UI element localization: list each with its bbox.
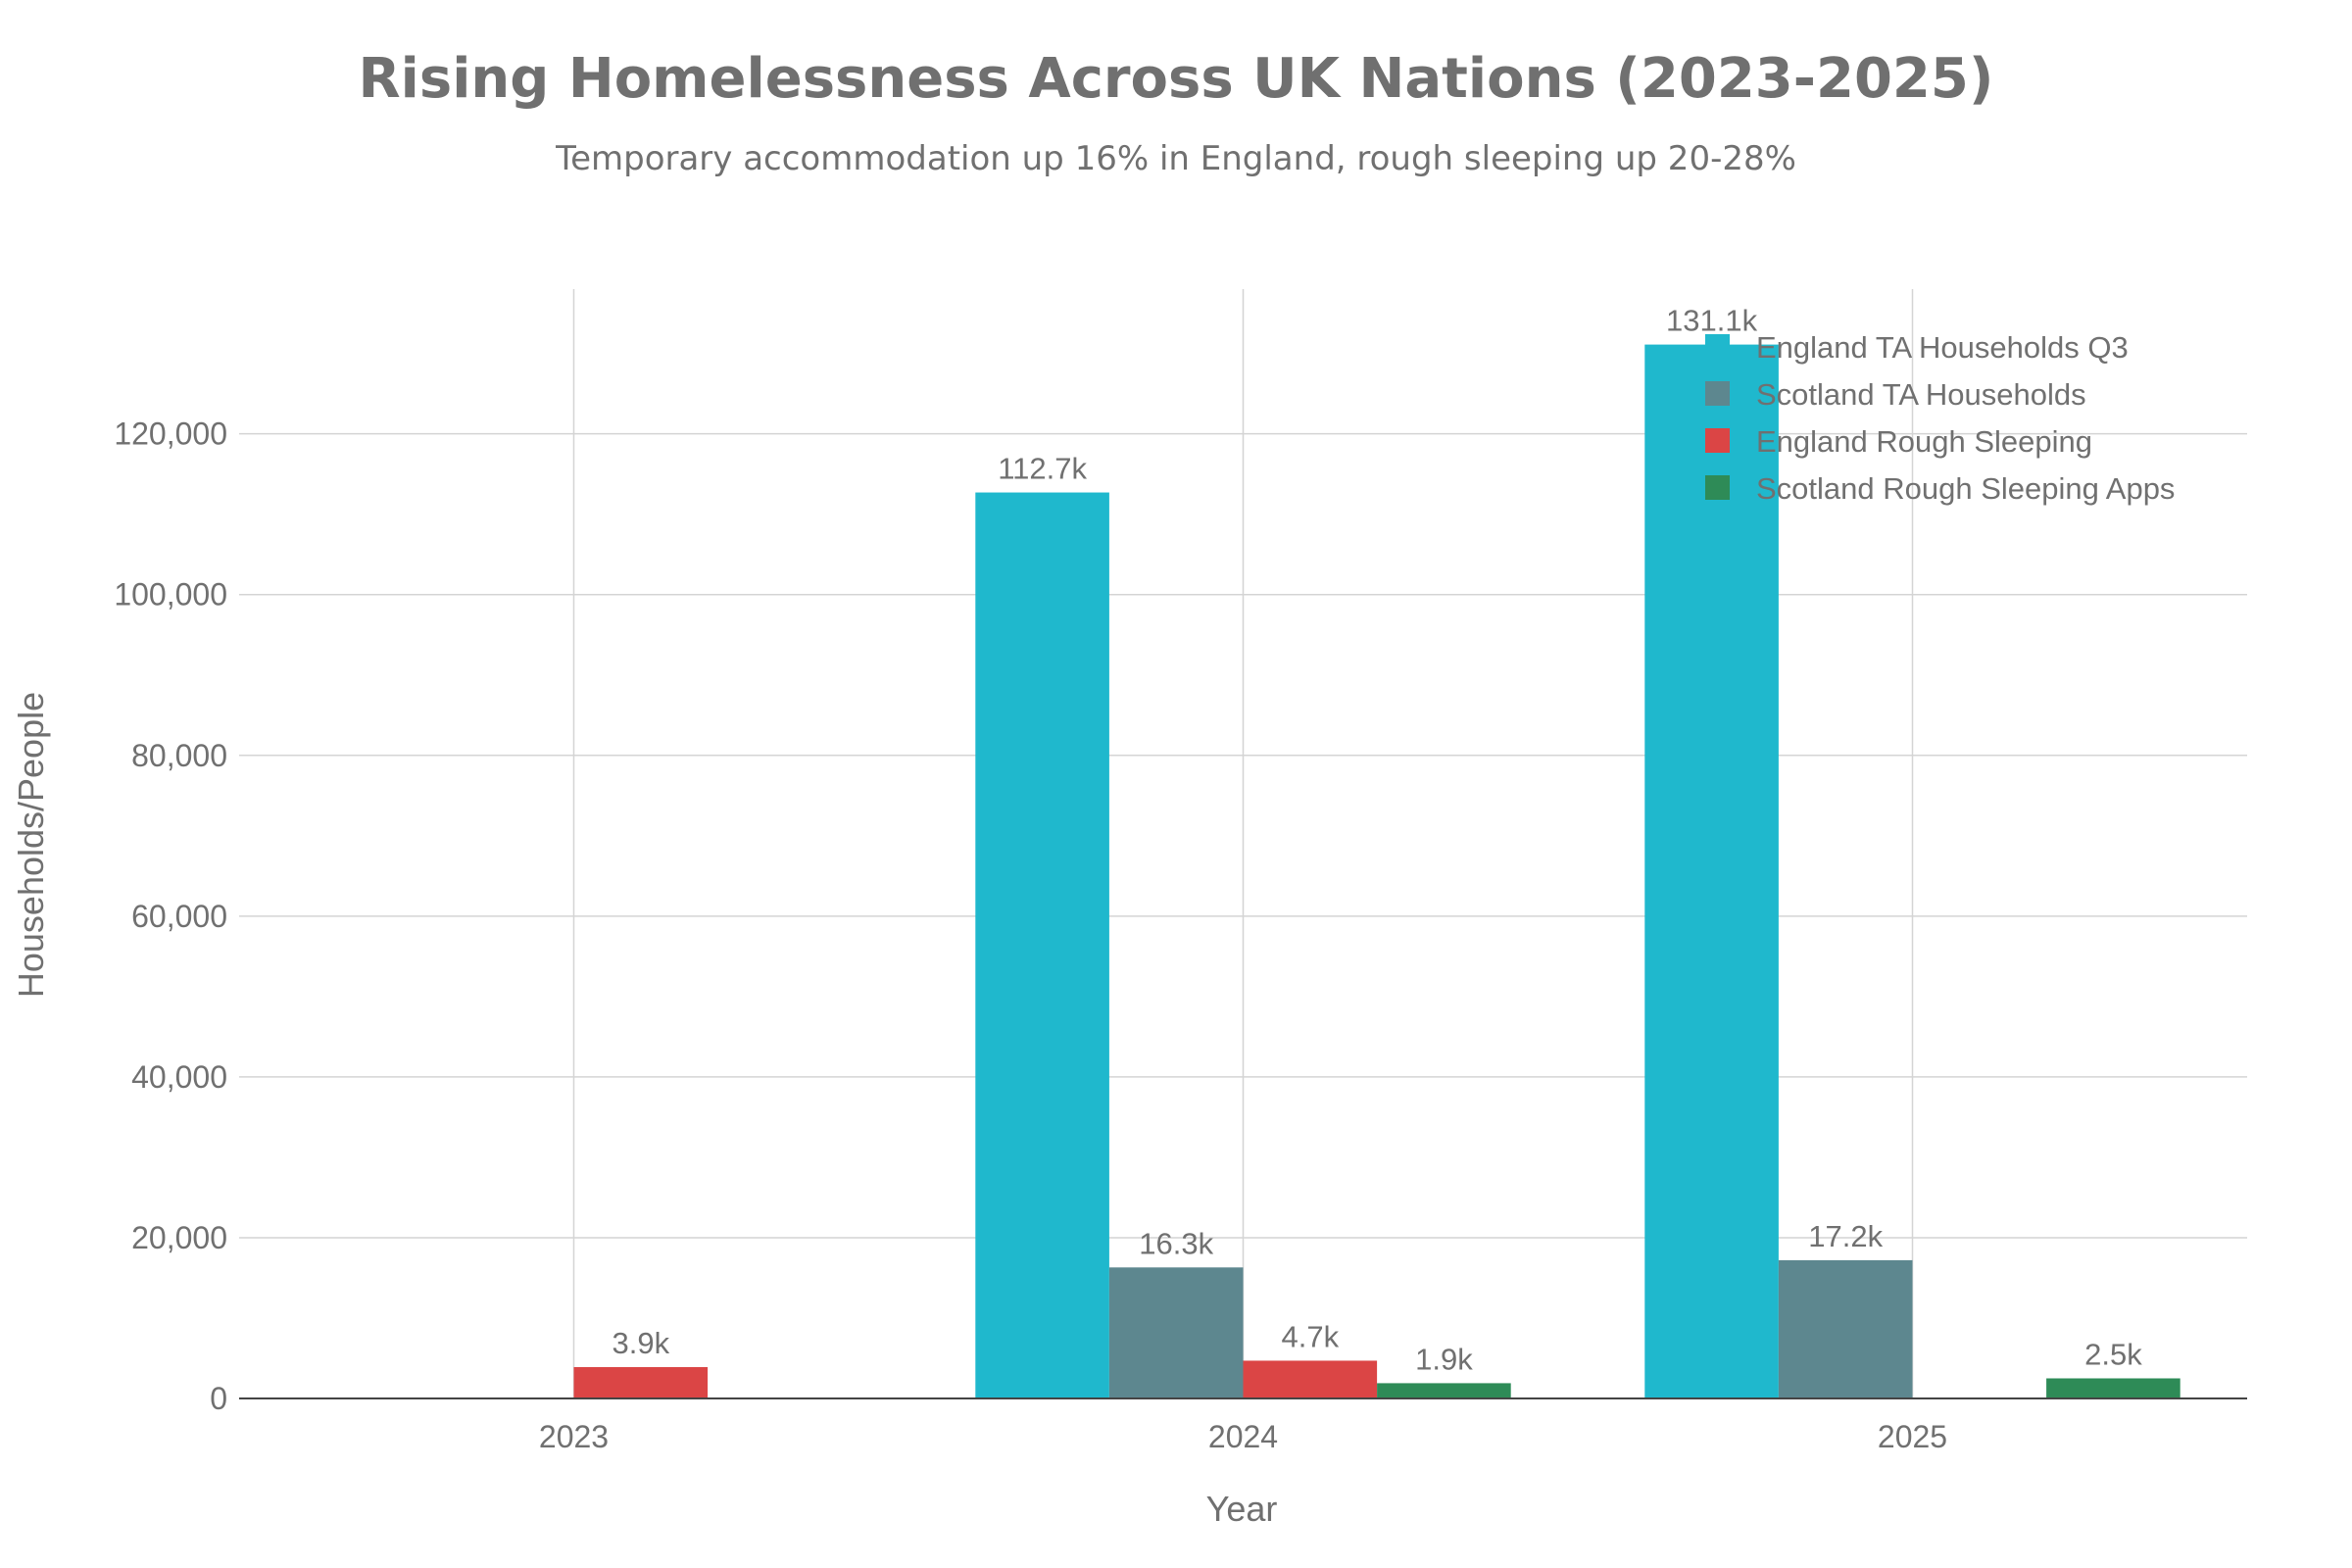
bar-scotland-rough-sleeping-apps-2024[interactable]	[1377, 1383, 1511, 1398]
legend-label[interactable]: Scotland TA Households	[1756, 377, 2086, 412]
data-label: 17.2k	[1808, 1219, 1883, 1253]
data-labels: 112.7k 131.1k 16.3k 17.2k 3.9k 4.7k 1.9k 2.5k	[612, 304, 2142, 1377]
bar-scotland-ta-households-2024[interactable]	[1108, 1267, 1244, 1398]
y-tick-label: 120,000	[114, 416, 227, 452]
data-label: 112.7k	[998, 452, 1087, 486]
data-label: 4.7k	[1281, 1319, 1339, 1353]
x-tick-label: 2024	[1208, 1419, 1278, 1454]
legend-label[interactable]: England Rough Sleeping	[1756, 424, 2092, 459]
x-tick-label: 2025	[1878, 1419, 1947, 1454]
bar-england-ta-households-q3-2025[interactable]	[1644, 344, 1779, 1399]
bar-scotland-ta-households-2025[interactable]	[1778, 1259, 1913, 1398]
legend[interactable]: England TA Households Q3 Scotland TA Hous…	[1705, 330, 2175, 506]
bar-scotland-rough-sleeping-apps-2025[interactable]	[2046, 1378, 2180, 1398]
legend-label[interactable]: Scotland Rough Sleeping Apps	[1756, 471, 2175, 506]
data-label: 131.1k	[1666, 304, 1758, 338]
data-label: 16.3k	[1139, 1226, 1213, 1260]
legend-swatch[interactable]	[1705, 381, 1730, 406]
data-label: 1.9k	[1415, 1342, 1473, 1376]
y-tick-label: 60,000	[131, 899, 227, 934]
axes: 0 20,000 40,000 60,000 80,000 100,000 120,000 2…	[114, 416, 2247, 1454]
x-tick-label: 2023	[539, 1419, 609, 1454]
chart-subtitle: Temporary accommodation up 16% in Englan…	[556, 139, 1796, 178]
legend-swatch[interactable]	[1705, 428, 1730, 453]
y-tick-label: 40,000	[131, 1059, 227, 1095]
legend-swatch[interactable]	[1705, 475, 1730, 500]
y-axis-title: Households/People	[11, 692, 51, 998]
y-tick-label: 80,000	[131, 738, 227, 773]
y-tick-label: 100,000	[114, 577, 227, 612]
legend-label[interactable]: England TA Households Q3	[1756, 330, 2129, 365]
chart-title: Rising Homelessness Across UK Nations (2…	[358, 47, 1994, 111]
y-tick-label: 0	[210, 1381, 227, 1416]
bar-england-rough-sleeping-2024[interactable]	[1243, 1360, 1378, 1398]
data-label: 2.5k	[2084, 1337, 2142, 1371]
legend-swatch[interactable]	[1705, 334, 1730, 359]
data-label: 3.9k	[612, 1326, 669, 1360]
y-tick-label: 20,000	[131, 1220, 227, 1255]
bar-england-rough-sleeping-2023[interactable]	[573, 1367, 709, 1398]
x-axis-title: Year	[1206, 1489, 1278, 1529]
grid-lines	[239, 289, 2247, 1398]
bar-england-ta-households-q3-2024[interactable]	[975, 492, 1109, 1398]
bars	[573, 344, 2180, 1399]
